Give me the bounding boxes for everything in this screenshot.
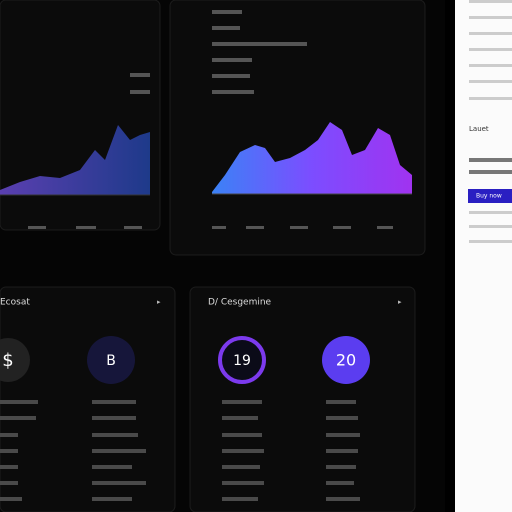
sidebar — [455, 0, 512, 512]
placeholder-text — [0, 400, 360, 501]
panel-title: Ecosat — [0, 298, 30, 308]
stat-circle — [322, 336, 370, 384]
caret[interactable]: ▸ — [157, 298, 161, 306]
area-chart — [212, 122, 412, 194]
card — [189, 286, 416, 512]
placeholder-text — [469, 0, 512, 243]
placeholder-text — [28, 10, 393, 229]
caret[interactable]: ▸ — [398, 298, 402, 306]
card — [169, 0, 426, 256]
stat-label: 19 — [233, 353, 251, 369]
stat-label: B — [106, 353, 116, 369]
sidebar-heading: Lauet — [469, 125, 489, 133]
card — [0, 286, 176, 512]
stat-circle — [87, 336, 135, 384]
sidebar-button[interactable] — [468, 189, 512, 203]
area-chart — [0, 125, 150, 195]
stat-label: 20 — [336, 351, 356, 370]
panel-title: D/ Cesgemine — [208, 298, 272, 308]
stat-circle — [0, 338, 30, 382]
sidebar-button-label[interactable]: Buy now — [476, 193, 502, 200]
stat-circle — [218, 336, 266, 384]
stat-label: $ — [2, 350, 13, 371]
